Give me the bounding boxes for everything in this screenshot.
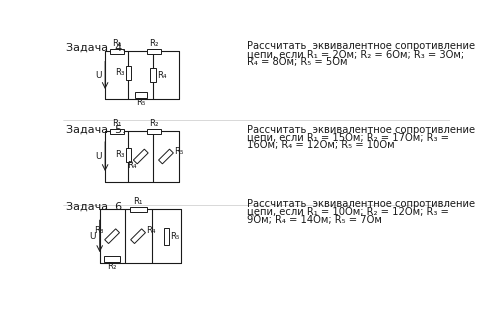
Text: U: U [95,71,101,80]
Text: Задача  6.: Задача 6. [66,202,126,211]
Text: R₃: R₃ [116,68,125,77]
Bar [126,66,131,80]
Text: R₄: R₄ [146,226,156,235]
Bar [126,148,131,162]
Polygon shape [158,149,174,164]
Bar [104,256,120,262]
Text: 9Ом; R₄ = 14Ом; R₅ = 7Ом: 9Ом; R₄ = 14Ом; R₅ = 7Ом [247,214,382,225]
Text: U: U [95,152,101,161]
Polygon shape [104,229,120,244]
Bar [150,68,156,82]
Text: R₅: R₅ [136,98,145,107]
Text: R₄: R₄ [126,161,136,170]
Bar [134,92,147,98]
Text: R₃: R₃ [94,226,104,235]
Text: Рассчитать  эквивалентное сопротивление: Рассчитать эквивалентное сопротивление [247,42,475,51]
Text: R₁: R₁ [112,39,122,48]
Polygon shape [130,229,146,244]
Text: R₂: R₂ [149,119,158,128]
Text: цепи, если R₁ = 15Ом; R₂ = 17Ом; R₃ =: цепи, если R₁ = 15Ом; R₂ = 17Ом; R₃ = [247,132,449,142]
Text: R₁: R₁ [112,119,122,128]
Text: Задача  5.: Задача 5. [66,124,126,134]
Text: R₄: R₄ [156,71,166,80]
Text: R₂: R₂ [108,262,117,271]
Text: цепи, если R₁ = 2Ом; R₂ = 6Ом; R₃ = 3Ом;: цепи, если R₁ = 2Ом; R₂ = 6Ом; R₃ = 3Ом; [247,49,464,59]
Text: R₅: R₅ [170,232,179,241]
Text: Рассчитать  эквивалентное сопротивление: Рассчитать эквивалентное сопротивление [247,124,475,134]
Text: R₅: R₅ [174,147,184,156]
Text: цепи, если R₁ = 10Ом; R₂ = 12Ом; R₃ =: цепи, если R₁ = 10Ом; R₂ = 12Ом; R₃ = [247,207,449,217]
Bar [164,228,169,245]
Text: R₂: R₂ [149,39,158,48]
Bar [146,49,160,54]
Bar [110,129,124,134]
Text: R₁: R₁ [134,197,143,206]
Text: Задача  4.: Задача 4. [66,43,126,53]
Text: R₃: R₃ [116,150,125,159]
Text: R₄ = 8Ом; R₅ = 5Ом: R₄ = 8Ом; R₅ = 5Ом [247,57,348,67]
Bar [146,129,160,134]
Bar [110,49,124,54]
Text: Рассчитать  эквивалентное сопротивление: Рассчитать эквивалентное сопротивление [247,199,475,209]
Text: U: U [90,232,96,241]
Polygon shape [134,149,148,164]
Bar [130,207,146,212]
Text: 16Ом; R₄ = 12Ом; R₅ = 10Ом: 16Ом; R₄ = 12Ом; R₅ = 10Ом [247,140,394,150]
